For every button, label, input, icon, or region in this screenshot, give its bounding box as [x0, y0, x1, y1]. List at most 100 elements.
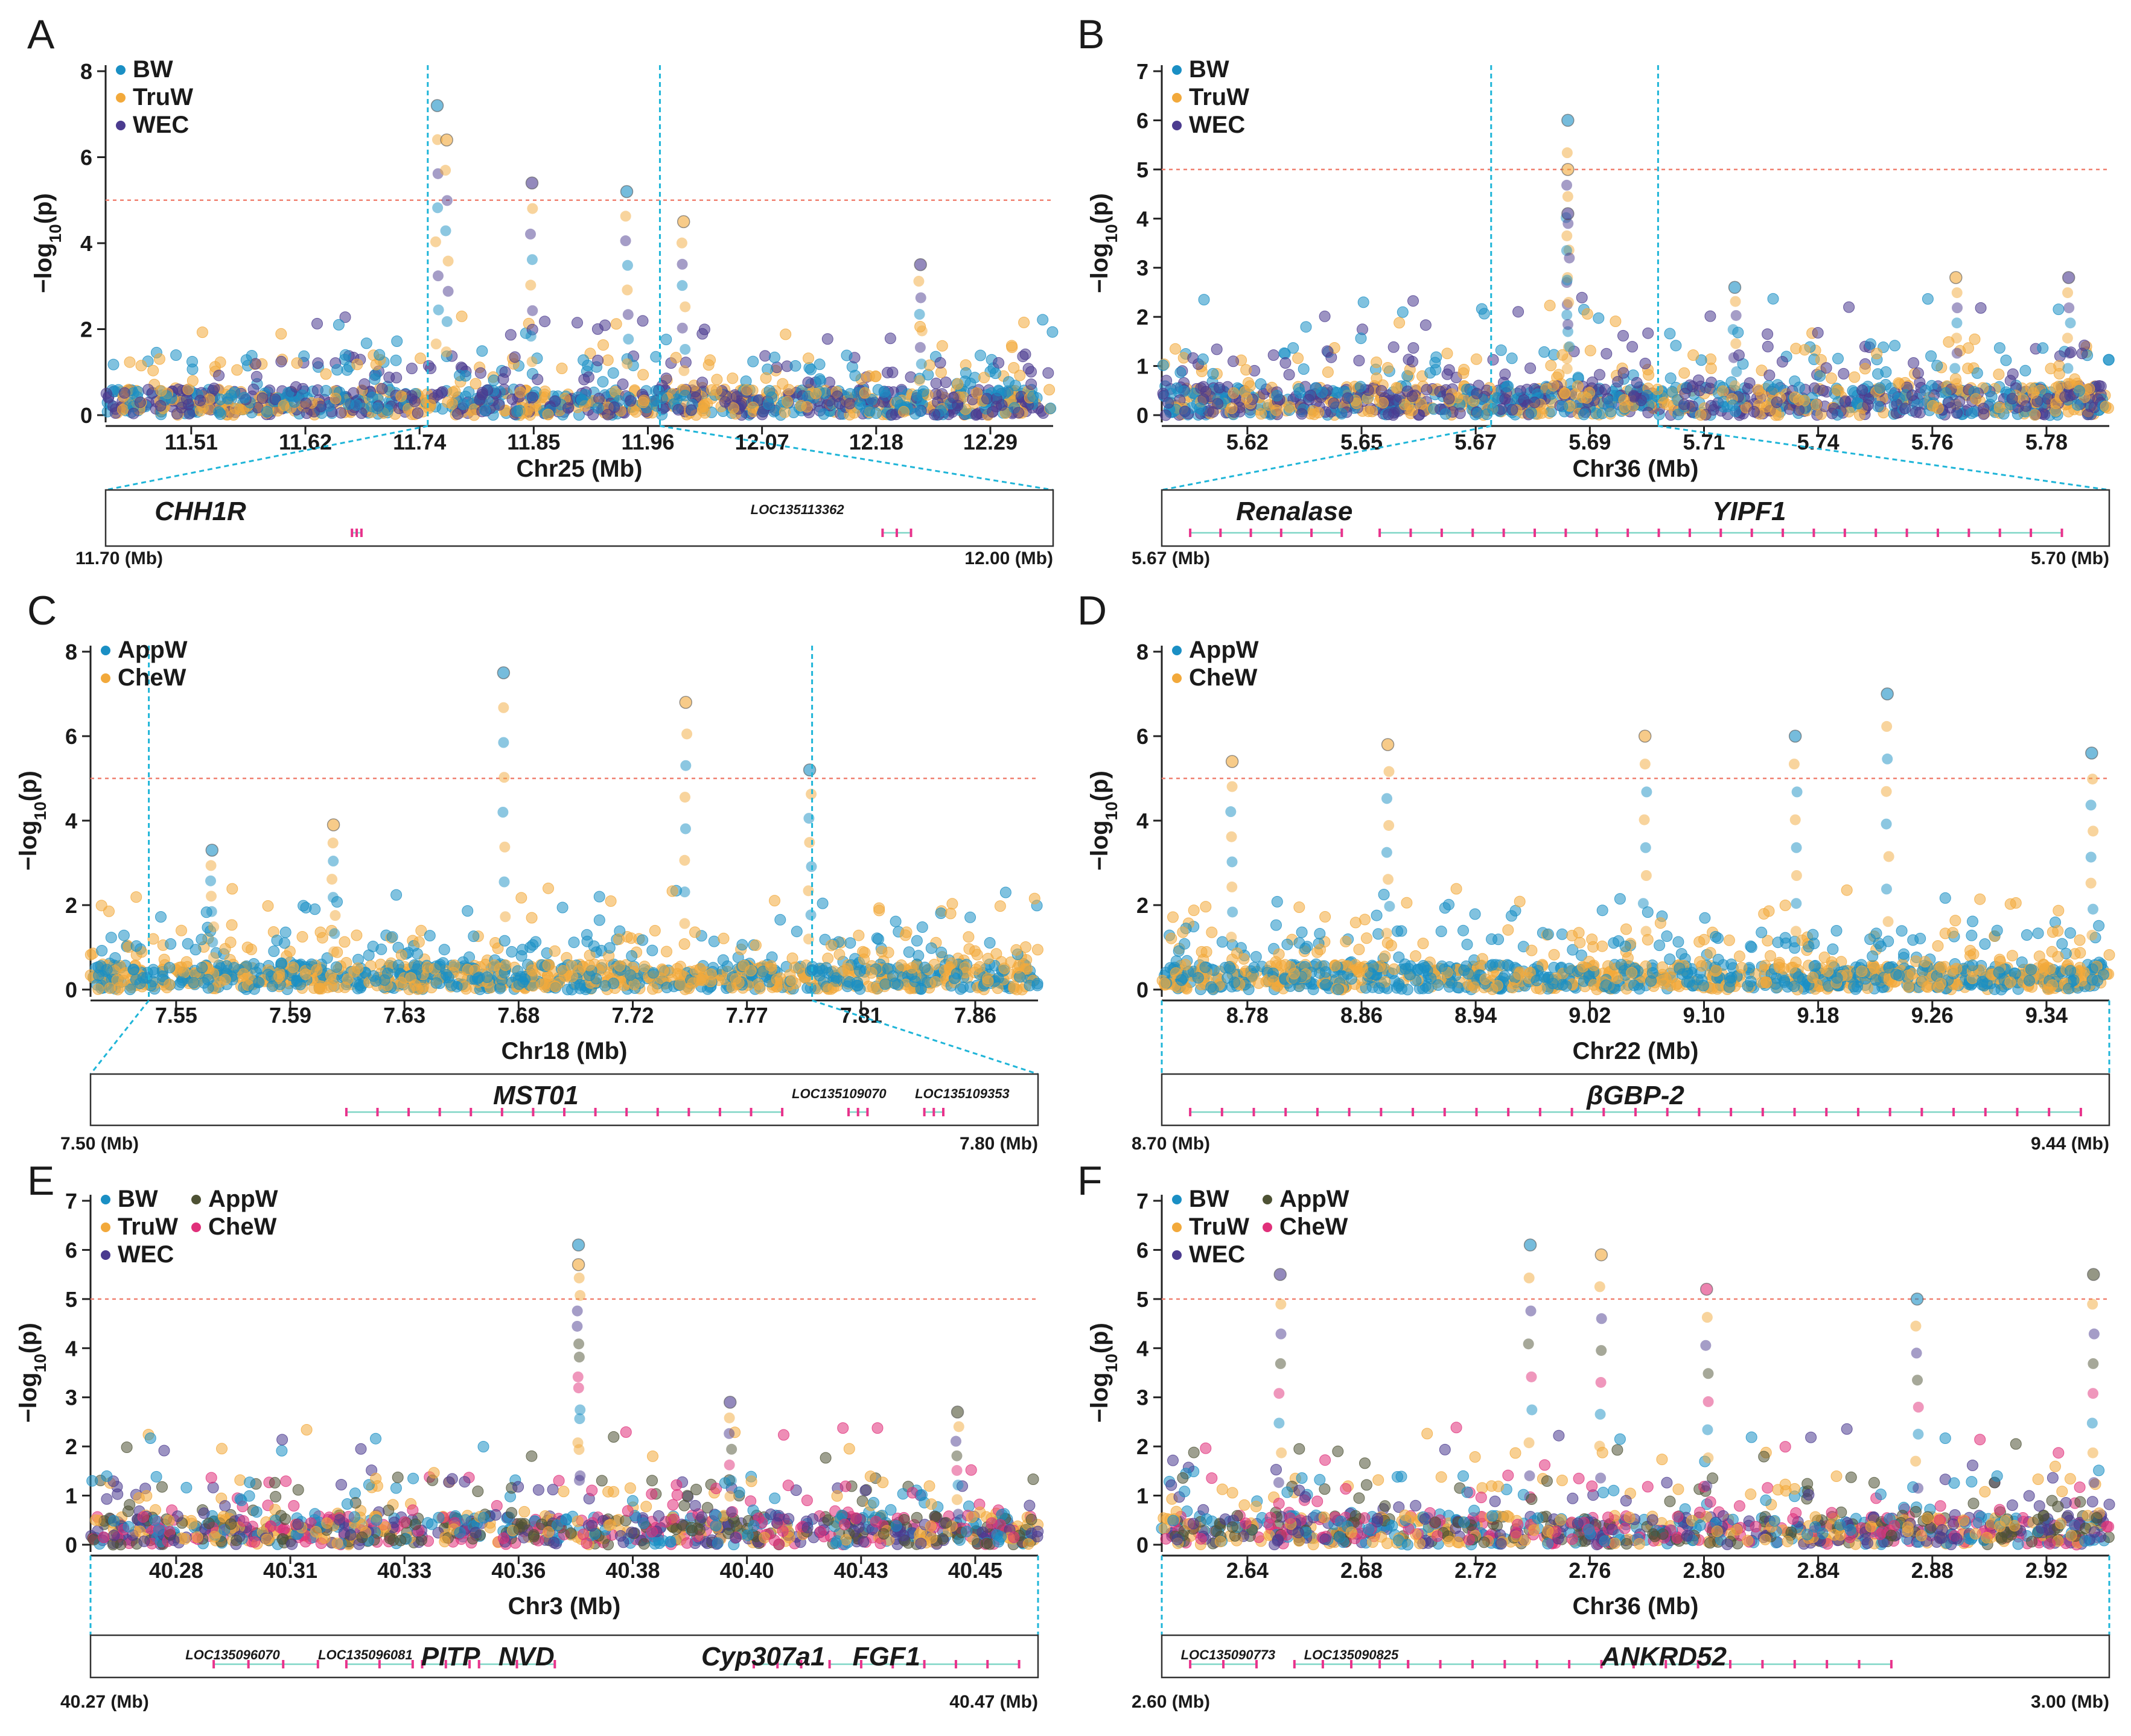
y-axis-label-subscript: 10: [1102, 224, 1121, 243]
data-point: [1705, 363, 1717, 374]
data-point: [2006, 950, 2018, 962]
peak-column-point: [2065, 378, 2076, 389]
data-point: [287, 961, 299, 973]
x-tick-label: 5.76: [1911, 430, 1954, 454]
peak-column-point: [1730, 296, 1741, 307]
peak-point: [2062, 271, 2075, 284]
data-point: [351, 929, 363, 941]
data-point: [1559, 387, 1571, 399]
gene-exon: [1219, 529, 1222, 537]
data-point: [854, 965, 866, 977]
gene-exon: [1409, 529, 1412, 537]
data-point: [780, 328, 792, 340]
x-tick-label: 9.34: [2025, 1003, 2068, 1028]
region-start-label: 7.50 (Mb): [60, 1134, 139, 1154]
data-point: [278, 399, 290, 412]
data-point: [900, 926, 913, 938]
data-point: [572, 317, 583, 329]
data-point: [975, 349, 986, 361]
data-point: [105, 932, 117, 944]
data-point: [2076, 348, 2088, 360]
data-point: [1910, 406, 1922, 418]
data-point: [454, 369, 465, 381]
data-point: [513, 978, 525, 990]
data-point: [1576, 291, 1588, 304]
data-point: [1617, 367, 1629, 379]
data-point: [1635, 395, 1647, 407]
gene-exon: [1719, 529, 1722, 537]
gene-exon: [1967, 529, 1970, 537]
data-point: [890, 915, 902, 927]
gene-label: MST01: [493, 1081, 579, 1110]
data-point: [262, 900, 274, 912]
peak-column-point: [527, 203, 538, 214]
y-axis-label-subscript: 10: [46, 224, 65, 243]
data-point: [1812, 327, 1824, 339]
y-tick-label: 4: [1136, 206, 1148, 231]
gene-exon: [656, 1108, 659, 1116]
peak-column-point: [915, 292, 926, 304]
gene-exon: [1340, 529, 1343, 537]
data-point: [1545, 360, 1557, 372]
gene-exon: [470, 1108, 473, 1116]
data-point: [2073, 385, 2085, 397]
peak-column-point: [1561, 353, 1573, 364]
data-point: [1284, 401, 1296, 413]
data-point: [1506, 404, 1518, 416]
data-point: [2032, 927, 2044, 940]
peak-column-point: [680, 343, 691, 355]
data-point: [342, 398, 354, 410]
data-point: [984, 937, 996, 949]
data-point: [698, 323, 710, 335]
x-axis-label: Chr25 (Mb): [517, 456, 643, 482]
data-point: [1699, 912, 1711, 924]
data-point: [704, 976, 716, 988]
data-point: [736, 939, 748, 951]
gene-exon: [345, 1108, 348, 1116]
data-point: [593, 392, 605, 404]
data-point: [549, 945, 561, 957]
data-point: [817, 897, 829, 909]
data-point: [2082, 409, 2094, 421]
data-point: [1174, 366, 1187, 378]
data-point: [348, 387, 360, 399]
data-point: [124, 356, 136, 368]
data-point: [1501, 381, 1513, 392]
peak-column-point: [620, 235, 631, 247]
data-point: [1042, 367, 1054, 379]
data-point: [930, 377, 942, 389]
peak-column-point: [679, 792, 690, 803]
data-point: [1664, 328, 1676, 340]
data-point: [1966, 929, 1978, 941]
y-axis-label-rest: (p): [1086, 771, 1113, 801]
data-point: [613, 933, 625, 945]
data-point: [593, 914, 605, 926]
data-point: [1811, 399, 1823, 410]
data-point: [1157, 359, 1169, 371]
data-point: [1594, 369, 1605, 381]
gene-label: LOC135109353: [915, 1086, 1010, 1101]
data-point: [1211, 343, 1223, 355]
data-point: [1170, 343, 1181, 355]
data-point: [971, 949, 983, 961]
data-point: [1830, 925, 1843, 936]
data-point: [438, 944, 450, 956]
data-point: [1614, 893, 1626, 905]
data-point: [1643, 369, 1655, 381]
data-point: [1024, 979, 1036, 991]
data-point: [625, 395, 637, 407]
data-point: [539, 316, 551, 328]
data-point: [219, 943, 231, 955]
data-point: [1526, 944, 1538, 956]
gene-exon: [351, 529, 354, 537]
gene-exon: [942, 1108, 944, 1116]
data-point: [919, 961, 931, 973]
data-point: [591, 323, 604, 335]
gene-label: YIPF1: [1712, 497, 1786, 526]
peak-column-point: [440, 225, 451, 237]
data-point: [1619, 401, 1631, 413]
data-point: [1966, 407, 1978, 419]
data-point: [107, 358, 119, 370]
data-point: [228, 962, 240, 974]
